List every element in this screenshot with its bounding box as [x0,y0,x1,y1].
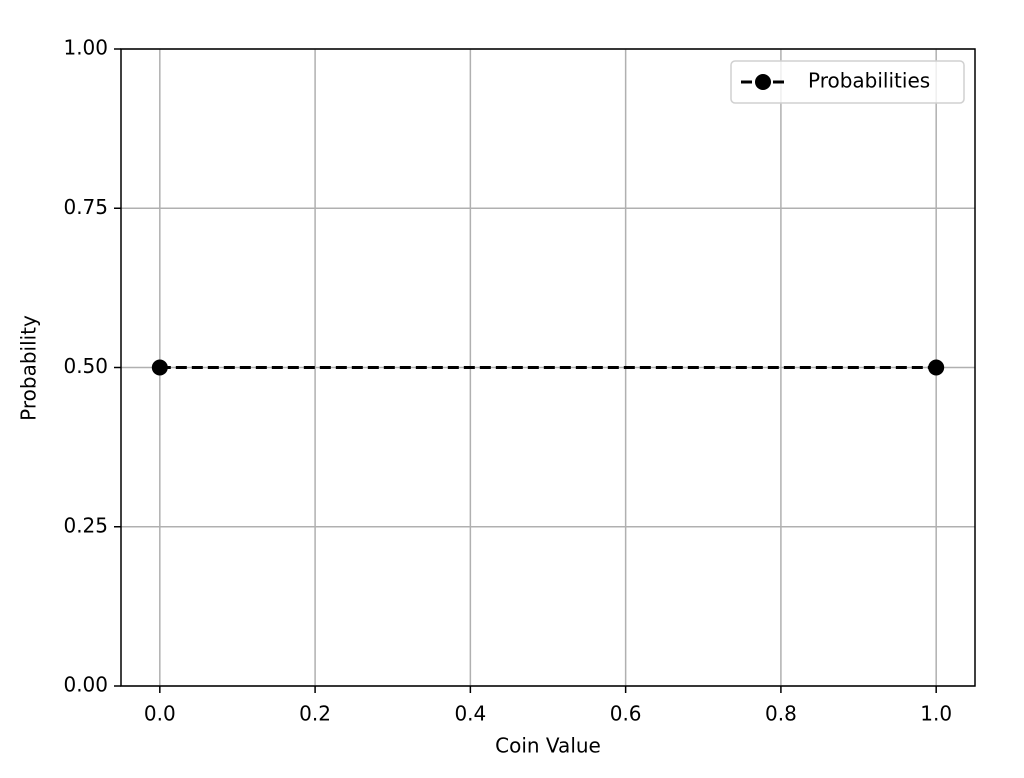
x-axis-label: Coin Value [495,734,601,758]
x-tick-label: 0.4 [454,702,486,726]
x-tick-label: 1.0 [920,702,952,726]
x-tick-label: 0.8 [765,702,797,726]
data-point [151,359,168,376]
legend-label: Probabilities [808,69,930,93]
plot-frame [120,48,976,687]
y-tick-label: 0.50 [63,354,108,378]
legend-marker [755,74,771,90]
x-tick-label: 0.2 [299,702,331,726]
y-tick-label: 0.00 [63,673,108,697]
data-point [928,359,945,376]
x-tick-label: 0.6 [610,702,642,726]
x-tick-label: 0.0 [144,702,176,726]
y-axis-label: Probability [17,315,41,421]
legend-box [730,60,965,104]
y-tick-label: 1.00 [63,36,108,60]
y-tick-label: 0.75 [63,195,108,219]
y-tick-label: 0.25 [63,513,108,537]
